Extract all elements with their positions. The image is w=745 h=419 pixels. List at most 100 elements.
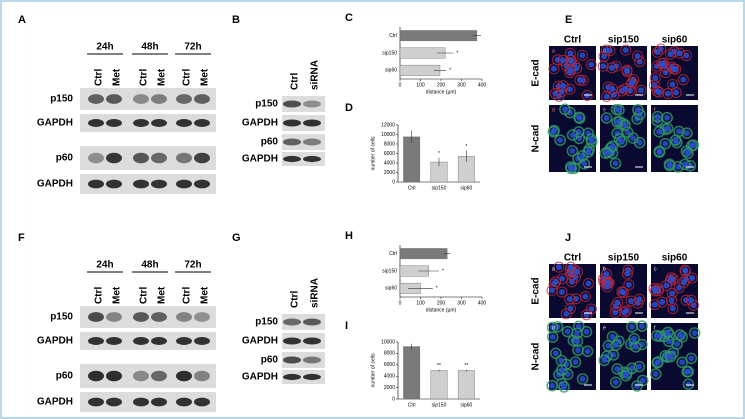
nucleus — [630, 135, 637, 142]
blot-band — [176, 119, 192, 127]
x-tick-label: 0 — [399, 300, 402, 306]
nucleus — [624, 68, 631, 75]
nucleus — [600, 63, 607, 70]
blot-band — [106, 119, 122, 127]
panel-label: H — [345, 230, 353, 242]
nucleus — [574, 330, 581, 337]
row-label: GAPDH — [242, 336, 278, 347]
cell-membrane — [653, 86, 665, 98]
blot-band — [283, 337, 301, 345]
cell-membrane — [682, 365, 695, 378]
cell-membrane — [553, 261, 565, 273]
cell-membrane — [600, 44, 612, 56]
y-tick-label: 6000 — [384, 151, 395, 157]
nucleus — [622, 47, 629, 54]
x-tick-label: 0 — [399, 82, 402, 88]
blot-band — [283, 356, 301, 364]
nucleus — [555, 264, 562, 271]
cell-membrane — [681, 127, 693, 139]
category-label: sip60 — [460, 185, 472, 191]
blot-strip — [282, 134, 325, 150]
significance: * — [436, 286, 438, 292]
cell-membrane — [581, 309, 593, 321]
cell-membrane — [621, 66, 633, 78]
cell-membrane — [549, 347, 562, 360]
panel-label: I — [345, 320, 348, 332]
cell-membrane — [680, 50, 692, 62]
nucleus — [618, 138, 625, 145]
image-letter: f — [654, 107, 656, 113]
nucleus — [622, 85, 629, 92]
blot-band — [176, 312, 192, 322]
column-label: Ctrl — [564, 253, 581, 264]
category-label: Ctrl — [408, 185, 416, 191]
image-letter: f — [654, 325, 656, 331]
cell-membrane — [676, 330, 688, 343]
time-label: 24h — [96, 260, 113, 271]
nucleus — [557, 137, 564, 144]
nucleus — [561, 106, 568, 113]
nucleus — [563, 310, 570, 317]
blot-band — [88, 312, 104, 322]
blot-strip — [80, 88, 216, 110]
cell-membrane — [634, 293, 646, 305]
time-label: 48h — [141, 42, 158, 53]
nucleus — [588, 61, 595, 68]
lane-label: Met — [157, 68, 168, 86]
cell-membrane — [557, 54, 569, 66]
nucleus — [652, 74, 659, 81]
cell-membrane — [548, 63, 560, 75]
time-label: 48h — [141, 260, 158, 271]
lane-label: Met — [157, 286, 168, 304]
blot-band — [133, 119, 149, 127]
nucleus — [684, 150, 691, 157]
blot-band — [133, 152, 149, 164]
cell-membrane — [620, 369, 632, 382]
row-label: GAPDH — [37, 336, 73, 347]
cell-membrane — [585, 59, 597, 71]
blot-band — [133, 397, 149, 407]
nucleus — [682, 268, 689, 275]
cell-membrane — [686, 272, 698, 284]
cell-membrane — [573, 112, 586, 125]
nucleus — [666, 161, 673, 168]
cell-membrane — [651, 330, 663, 342]
nucleus — [676, 50, 683, 57]
nucleus — [654, 49, 661, 56]
lane-label: Ctrl — [290, 291, 301, 308]
nucleus — [669, 305, 676, 312]
nucleus — [558, 357, 565, 364]
cell-membrane — [682, 378, 695, 390]
cell-membrane — [616, 286, 628, 298]
category-label: sip60 — [385, 68, 397, 74]
nucleus — [656, 148, 663, 155]
nucleus — [567, 50, 574, 57]
blot-band — [106, 397, 122, 407]
significance: * — [465, 144, 467, 150]
y-tick-label: 0 — [392, 396, 395, 402]
blot-band — [303, 119, 321, 127]
blot-band — [88, 119, 104, 127]
nucleus — [605, 342, 612, 349]
blot-band — [194, 152, 210, 164]
nucleus — [633, 383, 640, 390]
blot-band — [194, 370, 210, 382]
blot-band — [151, 179, 167, 189]
lane-label: Ctrl — [94, 287, 105, 304]
nucleus — [603, 47, 610, 54]
cell-membrane — [610, 339, 622, 351]
cell-membrane — [627, 132, 639, 144]
row-label: p150 — [255, 317, 278, 328]
image-letter: a — [552, 266, 555, 272]
cell-membrane — [670, 86, 682, 98]
row-label: GAPDH — [37, 118, 73, 129]
nucleus — [691, 329, 698, 336]
cell-membrane — [555, 354, 568, 367]
image-letter: e — [603, 325, 606, 331]
cell-membrane — [556, 273, 568, 285]
nucleus — [567, 67, 574, 74]
cell-membrane — [688, 327, 701, 339]
category-label: sip150 — [382, 50, 397, 56]
nucleus — [579, 52, 586, 59]
